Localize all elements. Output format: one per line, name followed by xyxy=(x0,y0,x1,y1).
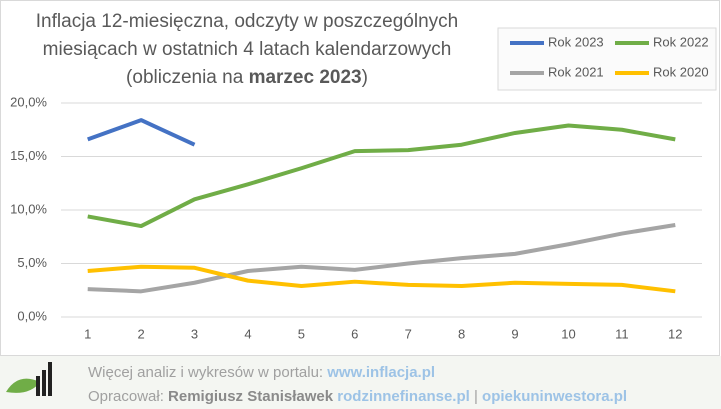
series-line xyxy=(87,223,676,294)
logo-bar xyxy=(42,370,46,396)
logo xyxy=(6,362,52,396)
x-tick-label: 8 xyxy=(458,326,465,341)
x-tick-label: 9 xyxy=(511,326,518,341)
legend-label: Rok 2022 xyxy=(653,34,709,49)
title-line: Inflacja 12-miesięczna, odczyty w poszcz… xyxy=(36,11,458,32)
title-line: (obliczenia na marzec 2023) xyxy=(126,67,368,88)
footer-line1: Więcej analiz i wykresów w portalu: www.… xyxy=(88,364,435,381)
logo-leaf xyxy=(6,378,40,393)
legend-box xyxy=(497,27,717,91)
logo-bar xyxy=(48,362,52,396)
x-tick-label: 10 xyxy=(561,326,575,341)
x-tick-label: 4 xyxy=(244,326,251,341)
y-tick-label: 15,0% xyxy=(10,148,47,163)
x-tick-label: 2 xyxy=(138,326,145,341)
y-tick-label: 0,0% xyxy=(17,308,47,323)
series-line xyxy=(87,264,676,294)
x-tick-label: 3 xyxy=(191,326,198,341)
title: Inflacja 12-miesięczna, odczyty w poszcz… xyxy=(36,11,458,88)
footer-bg xyxy=(0,356,721,409)
x-tick-label: 11 xyxy=(615,326,629,341)
legend-label: Rok 2021 xyxy=(548,64,604,79)
logo-bar xyxy=(36,376,40,396)
series-line xyxy=(87,118,196,147)
footer-line2: Opracował: Remigiusz Stanisławek rodzinn… xyxy=(88,388,627,405)
x-tick-label: 1 xyxy=(84,326,91,341)
y-tick-label: 10,0% xyxy=(10,201,47,216)
x-tick-label: 6 xyxy=(351,326,358,341)
y-tick-label: 20,0% xyxy=(10,94,47,109)
x-tick-label: 12 xyxy=(668,326,682,341)
y-tick-label: 5,0% xyxy=(17,255,47,270)
x-tick-label: 5 xyxy=(298,326,305,341)
legend-label: Rok 2020 xyxy=(653,64,709,79)
title-line: miesiącach w ostatnich 4 latach kalendar… xyxy=(43,39,452,60)
legend-label: Rok 2023 xyxy=(548,34,604,49)
series-line xyxy=(87,123,676,229)
x-tick-label: 7 xyxy=(405,326,412,341)
